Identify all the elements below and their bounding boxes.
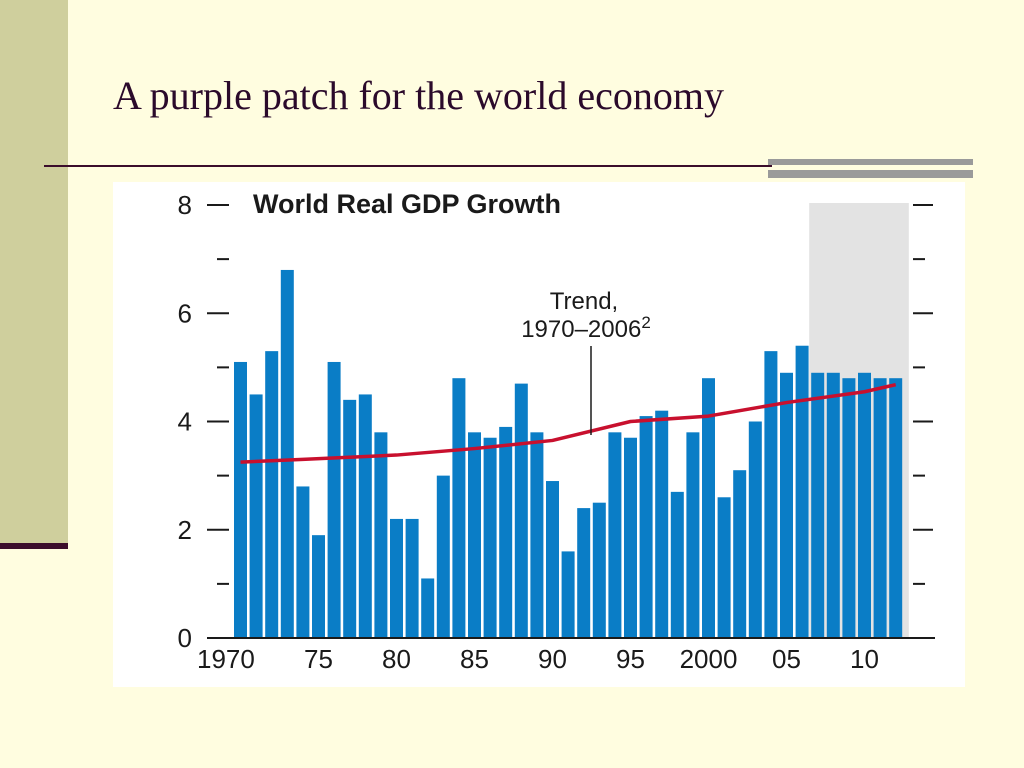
- trend-label-line2: 1970–20062: [521, 313, 651, 343]
- bar-2007: [811, 372, 825, 638]
- bar-2000: [702, 378, 715, 638]
- left-decor-bar: [0, 543, 68, 549]
- bar-1997: [655, 410, 669, 638]
- x-tick-label: 95: [616, 644, 645, 674]
- bar-1977: [343, 399, 357, 638]
- y-tick-label: 4: [178, 407, 192, 437]
- bar-1994: [608, 432, 622, 638]
- bar-1989: [530, 432, 544, 638]
- bar-2006: [795, 345, 809, 638]
- x-tick-label: 85: [460, 644, 489, 674]
- bar-1992: [577, 508, 591, 638]
- accent-rule: [768, 159, 973, 178]
- bar-1988: [514, 383, 528, 638]
- y-tick-label: 6: [178, 298, 192, 328]
- trend-label-footnote: 2: [641, 313, 650, 332]
- bar-2002: [733, 470, 747, 638]
- slide-title: A purple patch for the world economy: [113, 73, 724, 118]
- trend-label-line1: Trend,: [550, 288, 618, 315]
- title-rule: [44, 165, 772, 167]
- bar-1998: [670, 491, 684, 638]
- x-tick-label: 05: [772, 644, 801, 674]
- chart-title: World Real GDP Growth: [253, 189, 561, 219]
- bar-2008: [826, 372, 840, 638]
- x-tick-label: 80: [382, 644, 411, 674]
- bar-1984: [452, 378, 466, 638]
- bar-2011: [873, 378, 887, 638]
- x-tick-label: 90: [538, 644, 567, 674]
- x-tick-label: 75: [304, 644, 333, 674]
- bar-1972: [265, 351, 279, 638]
- bar-1980: [390, 518, 403, 638]
- bar-2005: [780, 372, 793, 638]
- bar-1971: [249, 394, 263, 638]
- x-tick-label: 2000: [680, 644, 738, 674]
- bar-1991: [561, 551, 575, 638]
- gdp-growth-chart: 0 2 4 6 8 1970 75 80 85 90 95 2000 05 10 World Real …: [178, 189, 935, 674]
- bar-2010: [858, 372, 871, 638]
- bar-1976: [327, 361, 341, 638]
- bar-1993: [592, 502, 606, 638]
- x-tick-label: 10: [850, 644, 879, 674]
- y-tick-label: 2: [178, 515, 192, 545]
- bar-2003: [748, 421, 762, 638]
- bar-1987: [499, 426, 513, 638]
- bar-1970: [234, 361, 247, 638]
- bar-1981: [405, 518, 419, 638]
- bar-1996: [639, 416, 653, 638]
- y-tick-label: 8: [178, 190, 192, 220]
- bar-2009: [842, 378, 856, 638]
- bar-2012: [889, 378, 903, 638]
- bar-1975: [312, 535, 325, 638]
- bar-1983: [436, 475, 450, 638]
- bar-2001: [717, 497, 731, 638]
- bar-1982: [421, 578, 435, 638]
- y-tick-label: 0: [178, 623, 192, 653]
- x-tick-label: 1970: [197, 644, 255, 674]
- bar-1986: [483, 437, 497, 638]
- left-decor-band: [0, 0, 68, 545]
- bar-1990: [546, 481, 559, 638]
- bar-1978: [358, 394, 372, 638]
- trend-label-range: 1970–2006: [521, 316, 641, 343]
- bar-1979: [374, 432, 388, 638]
- bar-1974: [296, 486, 310, 638]
- bar-1995: [624, 437, 637, 638]
- bar-1973: [280, 269, 294, 638]
- bar-1985: [468, 432, 481, 638]
- bar-2004: [764, 351, 778, 638]
- chart-panel: 0 2 4 6 8 1970 75 80 85 90 95 2000 05 10 World Real …: [113, 182, 965, 687]
- bar-1999: [686, 432, 700, 638]
